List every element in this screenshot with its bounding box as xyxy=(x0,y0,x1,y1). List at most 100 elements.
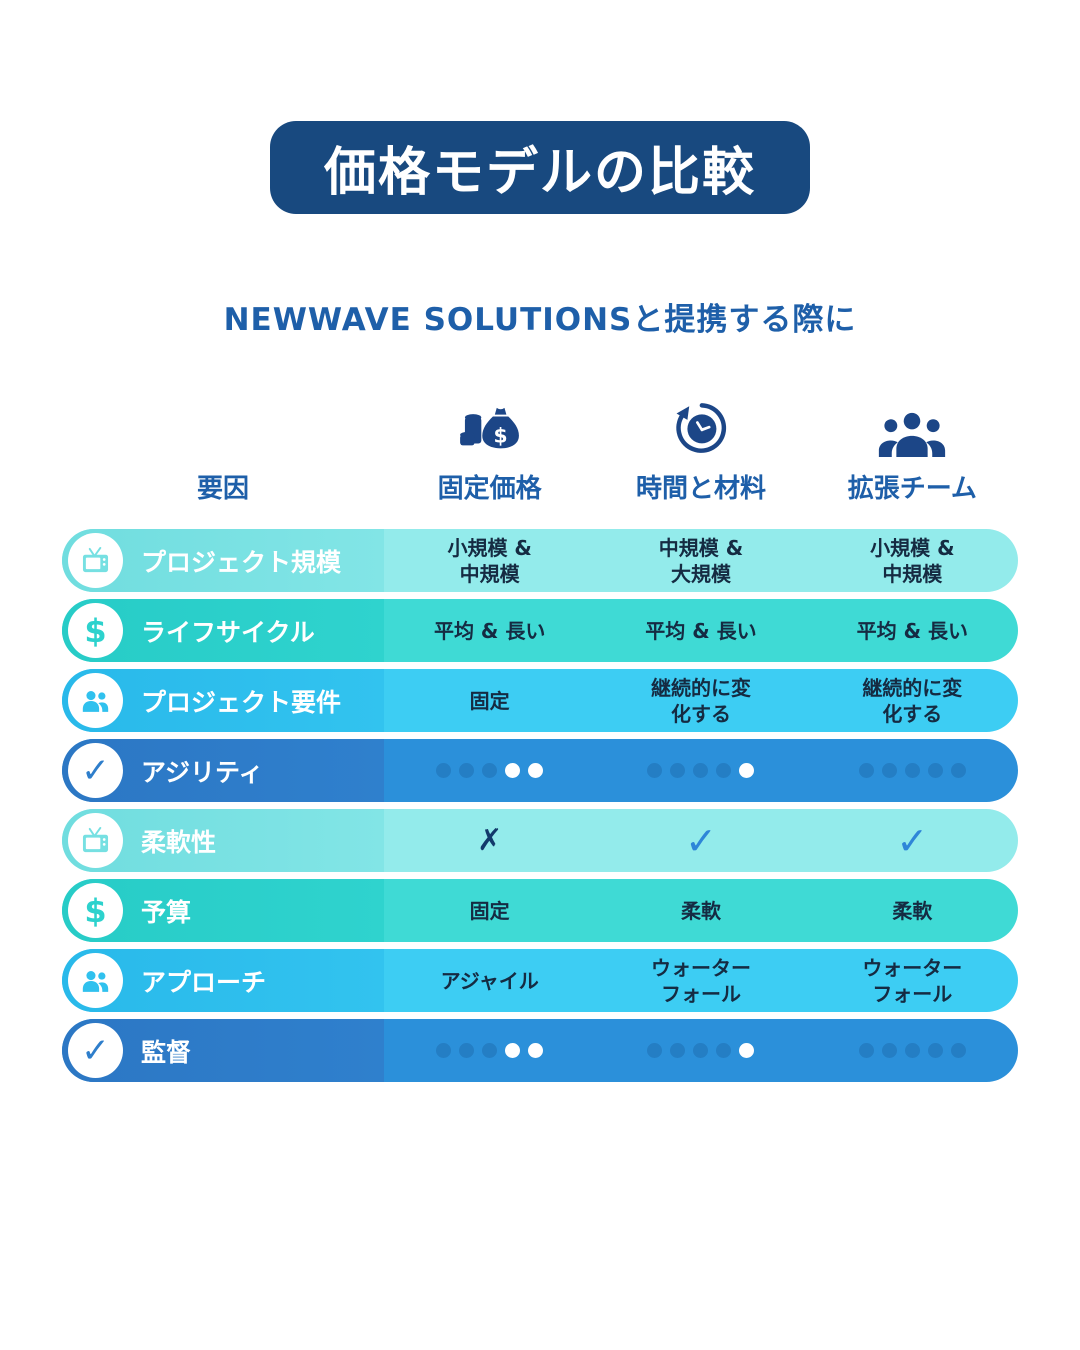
rating-dots xyxy=(595,739,806,802)
rating-dots xyxy=(384,1019,595,1082)
rating-dot-dim xyxy=(858,1043,874,1058)
row-label: プロジェクト要件 xyxy=(141,687,342,717)
rating-dot-dim xyxy=(881,1043,897,1058)
team-people-icon xyxy=(877,395,947,457)
people-icon xyxy=(68,953,123,1008)
rating-dot-lit xyxy=(505,1043,521,1058)
page-title: 価格モデルの比較 xyxy=(323,143,756,203)
table-cell: ウォーター フォール xyxy=(650,955,751,1006)
title-banner: 価格モデルの比較 xyxy=(270,121,810,214)
rating-dot-dim xyxy=(927,763,943,778)
table-cell: ウォーター フォール xyxy=(862,955,963,1006)
rating-dot-lit xyxy=(739,763,755,778)
row-label: 柔軟性 xyxy=(141,827,217,857)
row-label: 監督 xyxy=(141,1037,192,1067)
row-label: ライフサイクル xyxy=(141,617,315,647)
rating-dot-dim xyxy=(950,763,966,778)
comparison-table: 要因 $ 固定価格 xyxy=(62,393,1018,1082)
table-header-row: 要因 $ 固定価格 xyxy=(62,393,1018,507)
table-cell: 固定 xyxy=(469,898,510,923)
table-cell: 柔軟 xyxy=(892,898,933,923)
rating-dot-lit xyxy=(505,763,521,778)
rating-dot-dim xyxy=(670,763,686,778)
rating-dot-dim xyxy=(881,763,897,778)
row-header: プロジェクト規模 xyxy=(62,529,384,592)
rating-dots xyxy=(384,739,595,802)
rating-dot-lit xyxy=(528,1043,544,1058)
table-cell: ✓ xyxy=(595,809,806,872)
rating-dot-dim xyxy=(858,763,874,778)
rating-dot-dim xyxy=(459,1043,475,1058)
table-row-project-requirements: プロジェクト要件 固定 継続的に変 化する 継続的に変 化する xyxy=(62,669,1018,732)
rating-dot-dim xyxy=(716,1043,732,1058)
svg-text:$: $ xyxy=(493,424,507,448)
rating-dot-dim xyxy=(950,1043,966,1058)
rating-dot-dim xyxy=(904,1043,920,1058)
row-header: ✓ アジリティ xyxy=(62,739,384,802)
check-mark-icon: ✓ xyxy=(896,818,929,863)
page-subtitle: NEWWAVE SOLUTIONSと提携する際に xyxy=(223,302,857,338)
column-header-label: 拡張チーム xyxy=(847,474,977,504)
rating-dot-dim xyxy=(482,763,498,778)
row-header: プロジェクト要件 xyxy=(62,669,384,732)
column-header-label: 時間と材料 xyxy=(635,474,766,504)
rating-dot-dim xyxy=(670,1043,686,1058)
rating-dots xyxy=(807,739,1018,802)
row-label: プロジェクト規模 xyxy=(141,547,342,577)
table-cell: 平均 & 長い xyxy=(856,618,968,643)
table-row-supervision: ✓ 監督 xyxy=(62,1019,1018,1082)
rating-dot-dim xyxy=(436,763,452,778)
check-icon: ✓ xyxy=(68,743,123,798)
row-label: 予算 xyxy=(141,897,192,927)
rating-dots xyxy=(807,1019,1018,1082)
tv-icon xyxy=(68,533,123,588)
factor-column-header: 要因 xyxy=(196,474,249,504)
header-cell-time-materials: 時間と材料 xyxy=(595,395,806,507)
row-label: アジリティ xyxy=(141,757,264,787)
rating-dot-lit xyxy=(739,1043,755,1058)
tv-icon xyxy=(68,813,123,868)
dollar-icon: $ xyxy=(68,883,123,938)
header-cell-extended-team: 拡張チーム xyxy=(807,395,1018,507)
rating-dot-dim xyxy=(647,1043,663,1058)
table-body: プロジェクト規模 小規模 & 中規模 中規模 & 大規模 小規模 & 中規模 $… xyxy=(62,529,1018,1082)
rating-dot-dim xyxy=(436,1043,452,1058)
table-cell: 小規模 & 中規模 xyxy=(870,535,955,586)
header-cell-fixed-price: $ 固定価格 xyxy=(384,395,595,507)
table-cell: 小規模 & 中規模 xyxy=(447,535,532,586)
table-cell: アジャイル xyxy=(440,968,539,993)
row-header: $ 予算 xyxy=(62,879,384,942)
rating-dot-dim xyxy=(647,763,663,778)
people-icon xyxy=(68,673,123,728)
table-cell: ✓ xyxy=(807,809,1018,872)
check-icon: ✓ xyxy=(68,1023,123,1078)
money-bag-icon: $ xyxy=(459,395,521,457)
table-cell: 中規模 & 大規模 xyxy=(658,535,744,586)
table-cell: ✗ xyxy=(384,809,595,872)
table-cell: 平均 & 長い xyxy=(433,618,546,643)
cross-mark-icon: ✗ xyxy=(477,822,503,858)
dollar-icon: $ xyxy=(68,603,123,658)
table-cell: 柔軟 xyxy=(680,898,721,923)
row-header: $ ライフサイクル xyxy=(62,599,384,662)
column-header-label: 固定価格 xyxy=(437,474,542,504)
row-label: アプローチ xyxy=(141,967,267,997)
table-cell: 平均 & 長い xyxy=(645,618,757,643)
table-row-project-scale: プロジェクト規模 小規模 & 中規模 中規模 & 大規模 小規模 & 中規模 xyxy=(62,529,1018,592)
rating-dot-dim xyxy=(927,1043,943,1058)
row-header: ✓ 監督 xyxy=(62,1019,384,1082)
row-header: 柔軟性 xyxy=(62,809,384,872)
table-cell: 継続的に変 化する xyxy=(650,675,751,726)
table-row-flexibility: 柔軟性 ✗ ✓ ✓ xyxy=(62,809,1018,872)
table-cell: 固定 xyxy=(469,688,510,713)
rating-dot-dim xyxy=(716,763,732,778)
time-clock-arrow-icon xyxy=(672,395,730,457)
rating-dot-dim xyxy=(482,1043,498,1058)
table-row-lifecycle: $ ライフサイクル 平均 & 長い 平均 & 長い 平均 & 長い xyxy=(62,599,1018,662)
rating-dot-dim xyxy=(693,1043,709,1058)
table-cell: 継続的に変 化する xyxy=(862,675,963,726)
check-mark-icon: ✓ xyxy=(685,818,717,863)
header-cell-factor: 要因 xyxy=(62,468,384,507)
table-row-budget: $ 予算 固定 柔軟 柔軟 xyxy=(62,879,1018,942)
